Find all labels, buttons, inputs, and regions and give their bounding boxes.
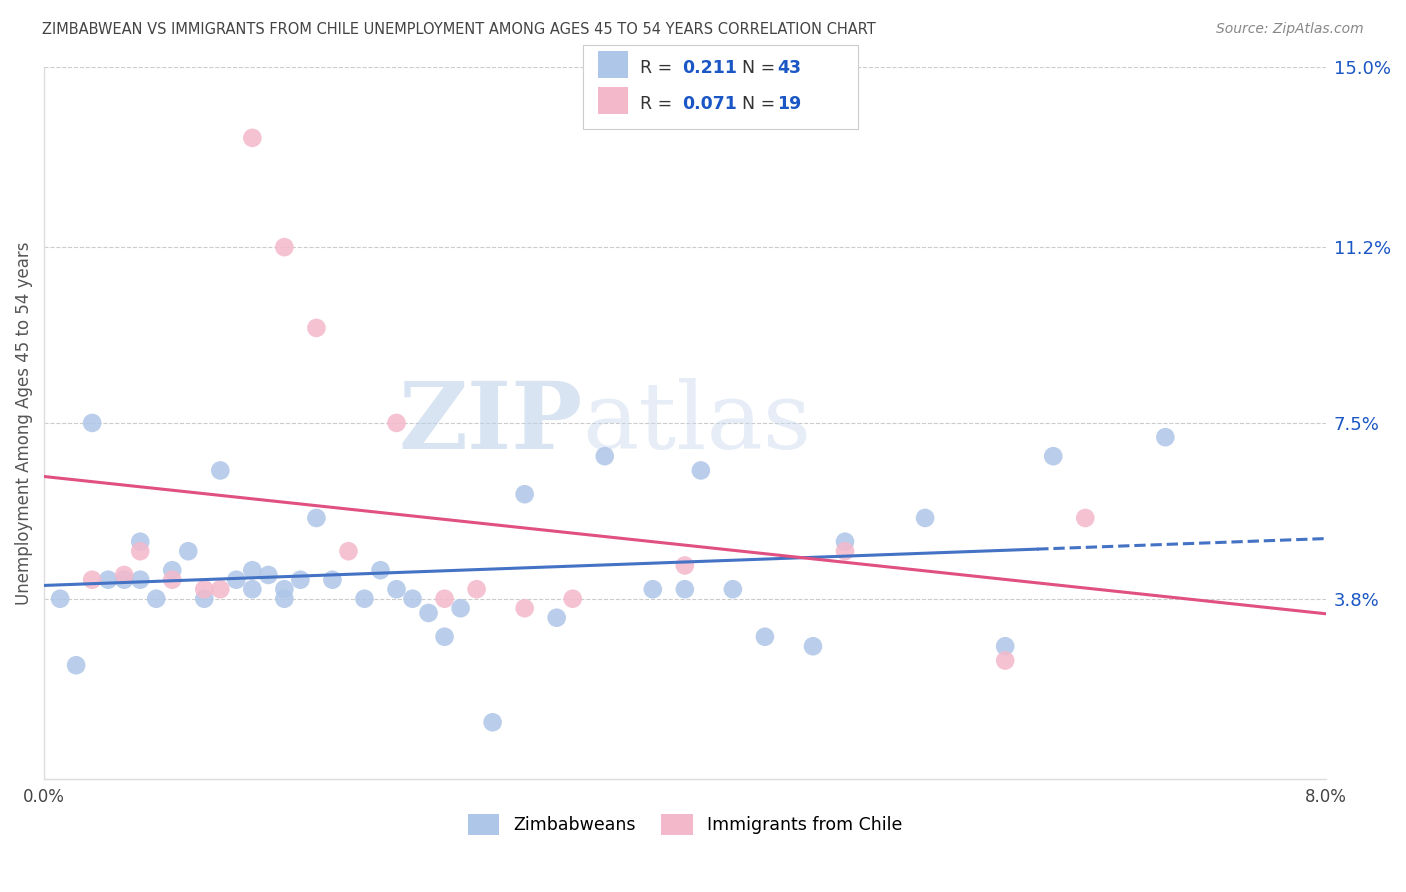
Point [801, 639, 824, 653]
Point [240, 563, 263, 577]
Point [209, 582, 232, 597]
Point [305, 321, 328, 335]
Text: 0.211: 0.211 [682, 59, 737, 77]
Point [593, 449, 616, 463]
Point [162, 563, 184, 577]
Point [1042, 449, 1064, 463]
Point [257, 568, 280, 582]
Point [162, 573, 184, 587]
Point [994, 653, 1017, 667]
Point [370, 563, 392, 577]
Point [641, 582, 664, 597]
Point [273, 240, 295, 254]
Y-axis label: Unemployment Among Ages 45 to 54 years: Unemployment Among Ages 45 to 54 years [15, 241, 32, 605]
Text: 19: 19 [778, 95, 801, 113]
Point [193, 582, 215, 597]
Point [450, 601, 472, 615]
Point [209, 463, 232, 477]
Point [273, 591, 295, 606]
Point [721, 582, 744, 597]
Point [834, 534, 856, 549]
Point [273, 582, 295, 597]
Point [112, 568, 135, 582]
Point [561, 591, 583, 606]
Point [465, 582, 488, 597]
Text: 43: 43 [778, 59, 801, 77]
Point [112, 573, 135, 587]
Point [385, 416, 408, 430]
Point [337, 544, 360, 558]
Point [290, 573, 312, 587]
Point [49, 591, 72, 606]
Point [994, 639, 1017, 653]
Point [385, 582, 408, 597]
Text: R =: R = [640, 95, 678, 113]
Point [321, 573, 343, 587]
Point [673, 582, 696, 597]
Point [1154, 430, 1177, 444]
Point [225, 573, 247, 587]
Text: ZIP: ZIP [398, 378, 582, 468]
Text: N =: N = [731, 95, 780, 113]
Point [177, 544, 200, 558]
Point [481, 715, 503, 730]
Point [546, 611, 568, 625]
Point [240, 131, 263, 145]
Point [82, 416, 104, 430]
Point [418, 606, 440, 620]
Point [129, 573, 152, 587]
Point [305, 511, 328, 525]
Point [433, 630, 456, 644]
Point [353, 591, 375, 606]
Point [129, 544, 152, 558]
Point [433, 591, 456, 606]
Point [129, 534, 152, 549]
Point [673, 558, 696, 573]
Point [97, 573, 120, 587]
Point [914, 511, 936, 525]
Point [834, 544, 856, 558]
Point [401, 591, 423, 606]
Text: Source: ZipAtlas.com: Source: ZipAtlas.com [1216, 22, 1364, 37]
Point [145, 591, 167, 606]
Legend: Zimbabweans, Immigrants from Chile: Zimbabweans, Immigrants from Chile [468, 814, 901, 835]
Point [1074, 511, 1097, 525]
Point [82, 573, 104, 587]
Point [513, 487, 536, 501]
Text: atlas: atlas [582, 378, 811, 468]
Text: N =: N = [731, 59, 780, 77]
Text: 0.071: 0.071 [682, 95, 737, 113]
Point [513, 601, 536, 615]
Point [65, 658, 87, 673]
Point [689, 463, 711, 477]
Text: ZIMBABWEAN VS IMMIGRANTS FROM CHILE UNEMPLOYMENT AMONG AGES 45 TO 54 YEARS CORRE: ZIMBABWEAN VS IMMIGRANTS FROM CHILE UNEM… [42, 22, 876, 37]
Point [754, 630, 776, 644]
Point [193, 591, 215, 606]
Point [240, 582, 263, 597]
Text: R =: R = [640, 59, 678, 77]
